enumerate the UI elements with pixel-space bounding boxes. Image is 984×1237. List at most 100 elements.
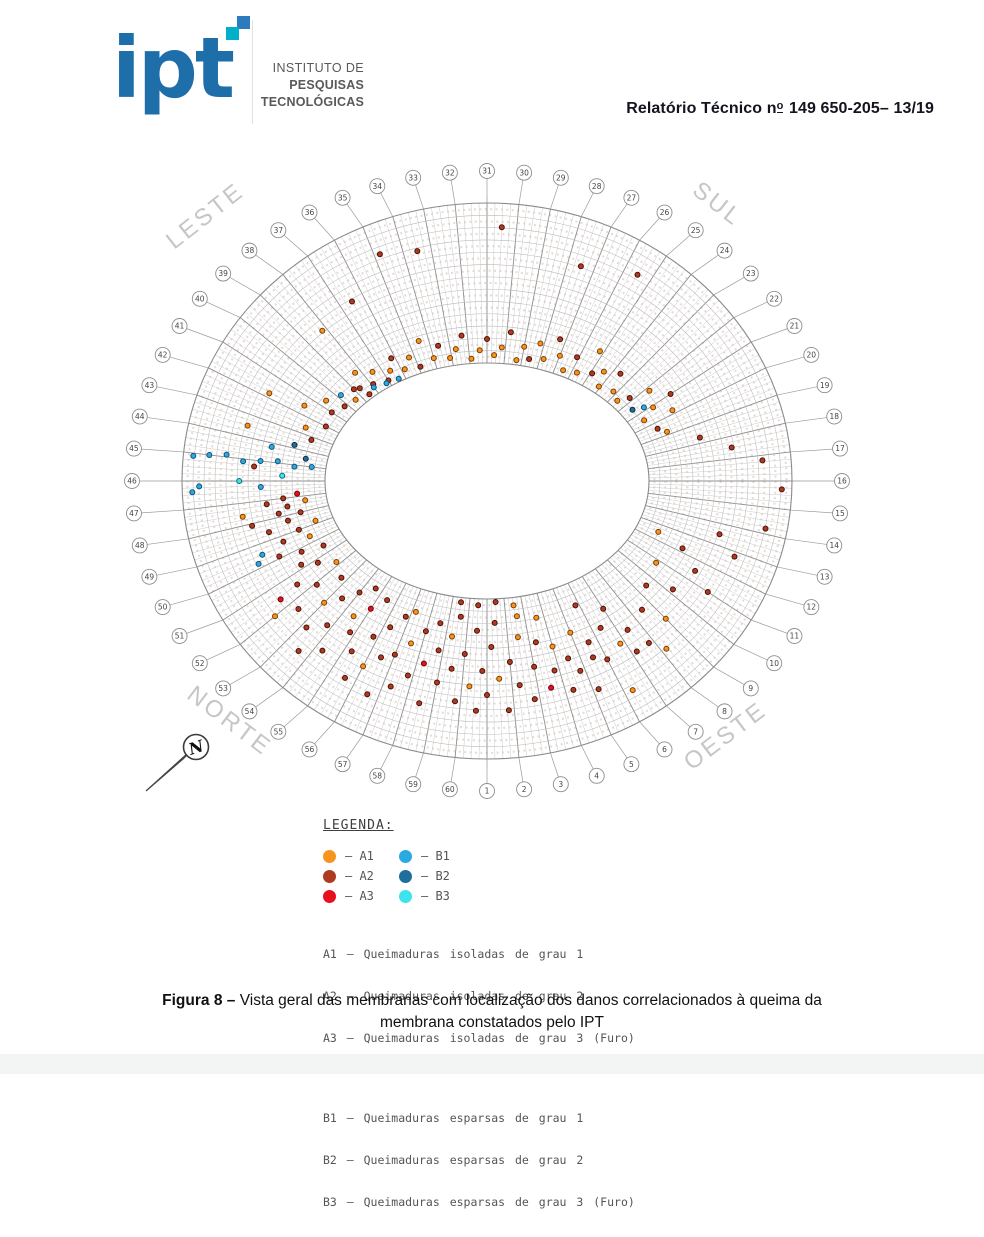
figure-caption-label: Figura 8 –: [162, 992, 236, 1009]
spoke-number: 5: [629, 760, 634, 769]
damage-dot-a2: [654, 425, 661, 432]
north-arrow-letter: N: [185, 736, 207, 759]
legend-dot-a3-icon: [323, 889, 336, 903]
damage-dot-a2: [378, 654, 384, 661]
spoke-bubble: 44: [131, 408, 148, 425]
damage-dot-a2: [285, 517, 291, 524]
damage-dot-a2: [461, 651, 468, 657]
damage-dot-a2: [298, 561, 305, 568]
spoke-number: 3: [558, 780, 563, 789]
damage-dot-a2: [298, 548, 305, 555]
spoke-number: 60: [445, 785, 455, 794]
legend-row: – A2 – B2: [323, 866, 653, 886]
damage-dot-a2: [492, 599, 499, 605]
spoke-bubble: 40: [191, 290, 208, 307]
spoke-bubble: 51: [171, 628, 188, 644]
damage-dot-a2: [251, 463, 258, 470]
legend-item-a3: – A3: [323, 889, 399, 903]
damage-dot-a1: [646, 387, 653, 394]
damage-dot-a2: [474, 627, 480, 634]
spoke-bubble: 17: [832, 440, 849, 457]
spoke-bubble: 2: [516, 781, 533, 798]
damage-dot-a1: [323, 397, 330, 404]
damage-dot-a2: [484, 692, 490, 698]
spoke-number: 54: [245, 707, 255, 716]
spoke-bubble: 6: [656, 741, 673, 758]
damage-dot-b1: [206, 452, 213, 458]
spoke-number: 50: [158, 603, 168, 612]
spoke-number: 24: [720, 246, 730, 255]
damage-dot-a1: [447, 355, 454, 361]
spoke-number: 56: [305, 745, 315, 754]
damage-dot-b1: [196, 483, 203, 490]
spoke-number: 53: [218, 684, 228, 693]
spoke-number: 22: [769, 294, 779, 303]
spoke-bubble: 24: [716, 242, 733, 259]
damage-dot-a2: [634, 271, 641, 278]
spoke-bubble: 3: [552, 776, 569, 793]
damage-dot-a2: [275, 510, 282, 517]
damage-dot-a2: [696, 434, 703, 441]
damage-dot-a1: [449, 633, 455, 640]
damage-dot-a2: [356, 385, 363, 392]
legend-desc-a2: A2 – Queimaduras isoladas de grau 2: [323, 989, 584, 1003]
damage-dot-a2: [458, 599, 464, 606]
legend-item-b1: – B1: [399, 849, 475, 863]
damage-dot-a2: [778, 486, 785, 493]
institute-name-line1: INSTITUTO DE: [272, 61, 364, 75]
damage-dot-b1: [274, 458, 281, 465]
damage-dot-a2: [295, 606, 302, 612]
damage-dot-a2: [294, 581, 301, 588]
damage-dot-a2: [320, 542, 327, 549]
legend-title: LEGENDA:: [323, 818, 394, 833]
damage-dot-a2: [297, 509, 304, 516]
damage-dot-a1: [476, 347, 483, 354]
spoke-bubble: 45: [125, 440, 142, 457]
damage-dot-a1: [560, 367, 567, 374]
legend-dot-b3-icon: [399, 889, 412, 903]
compass-label-leste: LESTE: [161, 177, 249, 254]
damage-dot-a2: [704, 589, 711, 595]
spoke-number: 33: [408, 173, 418, 182]
damage-dot-b3: [236, 478, 243, 484]
damage-dot-a2: [249, 522, 256, 529]
report-number-prefix: Relatório Técnico n: [626, 100, 777, 117]
damage-dot-a1: [244, 422, 251, 429]
damage-dot-a2: [491, 619, 498, 626]
spoke-number: 12: [807, 603, 817, 612]
damage-dot-a2: [457, 613, 464, 620]
damage-dot-b1: [337, 392, 344, 399]
damage-dot-a1: [513, 357, 520, 364]
damage-dot-a3: [277, 596, 284, 603]
spoke-number: 11: [790, 632, 800, 641]
spoke-bubble: 41: [171, 318, 188, 334]
damage-dot-b1: [255, 560, 262, 567]
legend-dot-a1-icon: [323, 849, 336, 863]
figure-caption-line2: membrana constatados pelo IPT: [379, 1014, 604, 1031]
damage-dot-a1: [614, 397, 621, 404]
spoke-bubble: 53: [215, 680, 232, 697]
institute-name-line3: TECNOLÓGICAS: [260, 95, 364, 109]
spoke-bubble: 35: [334, 189, 351, 206]
spoke-number: 59: [408, 780, 418, 789]
spoke-number: 15: [835, 509, 845, 518]
damage-dot-a2: [667, 391, 674, 397]
spoke-bubble: 27: [623, 189, 640, 206]
spoke-number: 57: [338, 760, 348, 769]
damage-dot-a1: [650, 404, 657, 411]
damage-dot-a1: [537, 340, 544, 347]
damage-dot-a1: [408, 640, 414, 647]
damage-dot-a2: [384, 597, 391, 604]
spoke-number: 47: [129, 509, 139, 518]
damage-dot-a2: [276, 553, 283, 560]
spoke-bubble: 48: [131, 537, 148, 554]
damage-dot-a2: [506, 659, 513, 665]
damage-dot-a2: [728, 444, 735, 451]
spoke-bubble: 11: [786, 628, 803, 644]
spoke-bubble: 26: [656, 204, 673, 221]
damage-dot-a2: [328, 409, 335, 416]
damage-dot-a2: [422, 628, 429, 635]
spoke-number: 23: [746, 269, 756, 278]
damage-dot-a2: [716, 531, 723, 538]
north-arrow-icon: N: [145, 733, 210, 792]
